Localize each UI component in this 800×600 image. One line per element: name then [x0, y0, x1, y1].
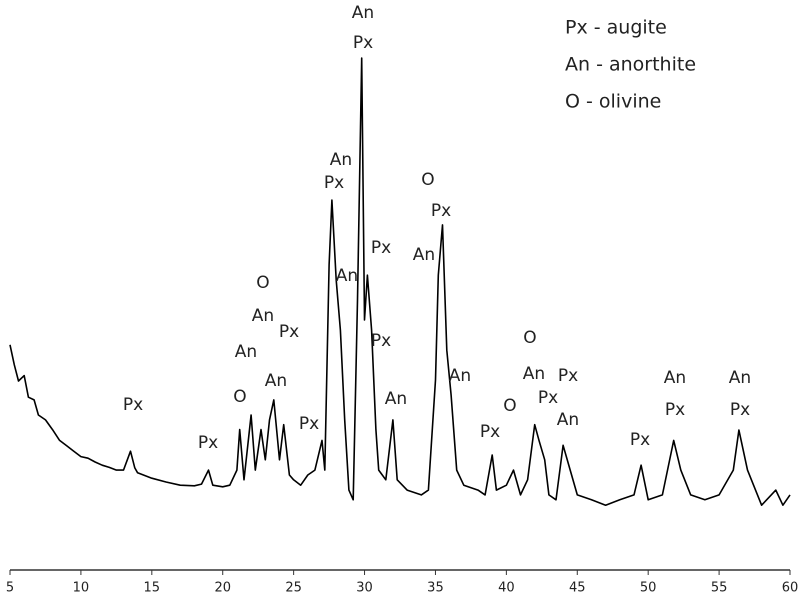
x-tick-label: 40 [498, 581, 515, 596]
x-tick-label: 5 [6, 581, 14, 596]
peak-label: An [385, 389, 407, 409]
x-tick-label: 45 [569, 581, 586, 596]
peak-label: Px [431, 201, 451, 221]
legend-entry: An - anorthite [565, 54, 696, 76]
peak-label: An [413, 245, 435, 265]
peak-label: Px [123, 395, 143, 415]
x-tick-label: 20 [214, 581, 231, 596]
peak-label: O [233, 387, 246, 407]
peak-label: Px [299, 414, 319, 434]
peak-label: An [235, 342, 257, 362]
peak-label: Px [558, 366, 578, 386]
peak-label: Px [665, 400, 685, 420]
peak-label: O [523, 328, 536, 348]
legend-entry: O - olivine [565, 91, 661, 113]
peak-label: Px [730, 400, 750, 420]
peak-label: An [729, 368, 751, 388]
legend-entry: Px - augite [565, 17, 667, 39]
x-tick-label: 60 [782, 581, 799, 596]
peak-label: O [503, 396, 516, 416]
peak-label: Px [279, 322, 299, 342]
peak-label: An [664, 368, 686, 388]
x-tick-label: 50 [640, 581, 657, 596]
peak-label: O [421, 170, 434, 190]
x-tick-label: 15 [144, 581, 161, 596]
peak-label: Px [480, 422, 500, 442]
peak-label: An [557, 410, 579, 430]
peak-label: An [449, 366, 471, 386]
peak-label: Px [630, 430, 650, 450]
peak-label: Px [353, 33, 373, 53]
peak-label: An [265, 371, 287, 391]
peak-label: Px [198, 433, 218, 453]
peak-label: An [336, 266, 358, 286]
x-tick-label: 55 [711, 581, 728, 596]
peak-label: Px [538, 388, 558, 408]
peak-label: An [352, 3, 374, 23]
peak-label: Px [371, 238, 391, 258]
peak-label: An [523, 364, 545, 384]
peak-label: Px [371, 331, 391, 351]
peak-label: O [256, 273, 269, 293]
x-tick-label: 35 [427, 581, 444, 596]
diffraction-line [9, 57, 791, 506]
x-tick-label: 30 [356, 581, 373, 596]
peak-label: An [252, 306, 274, 326]
x-tick-label: 10 [73, 581, 90, 596]
x-tick-label: 25 [285, 581, 302, 596]
peak-label: An [330, 150, 352, 170]
peak-label: Px [324, 173, 344, 193]
